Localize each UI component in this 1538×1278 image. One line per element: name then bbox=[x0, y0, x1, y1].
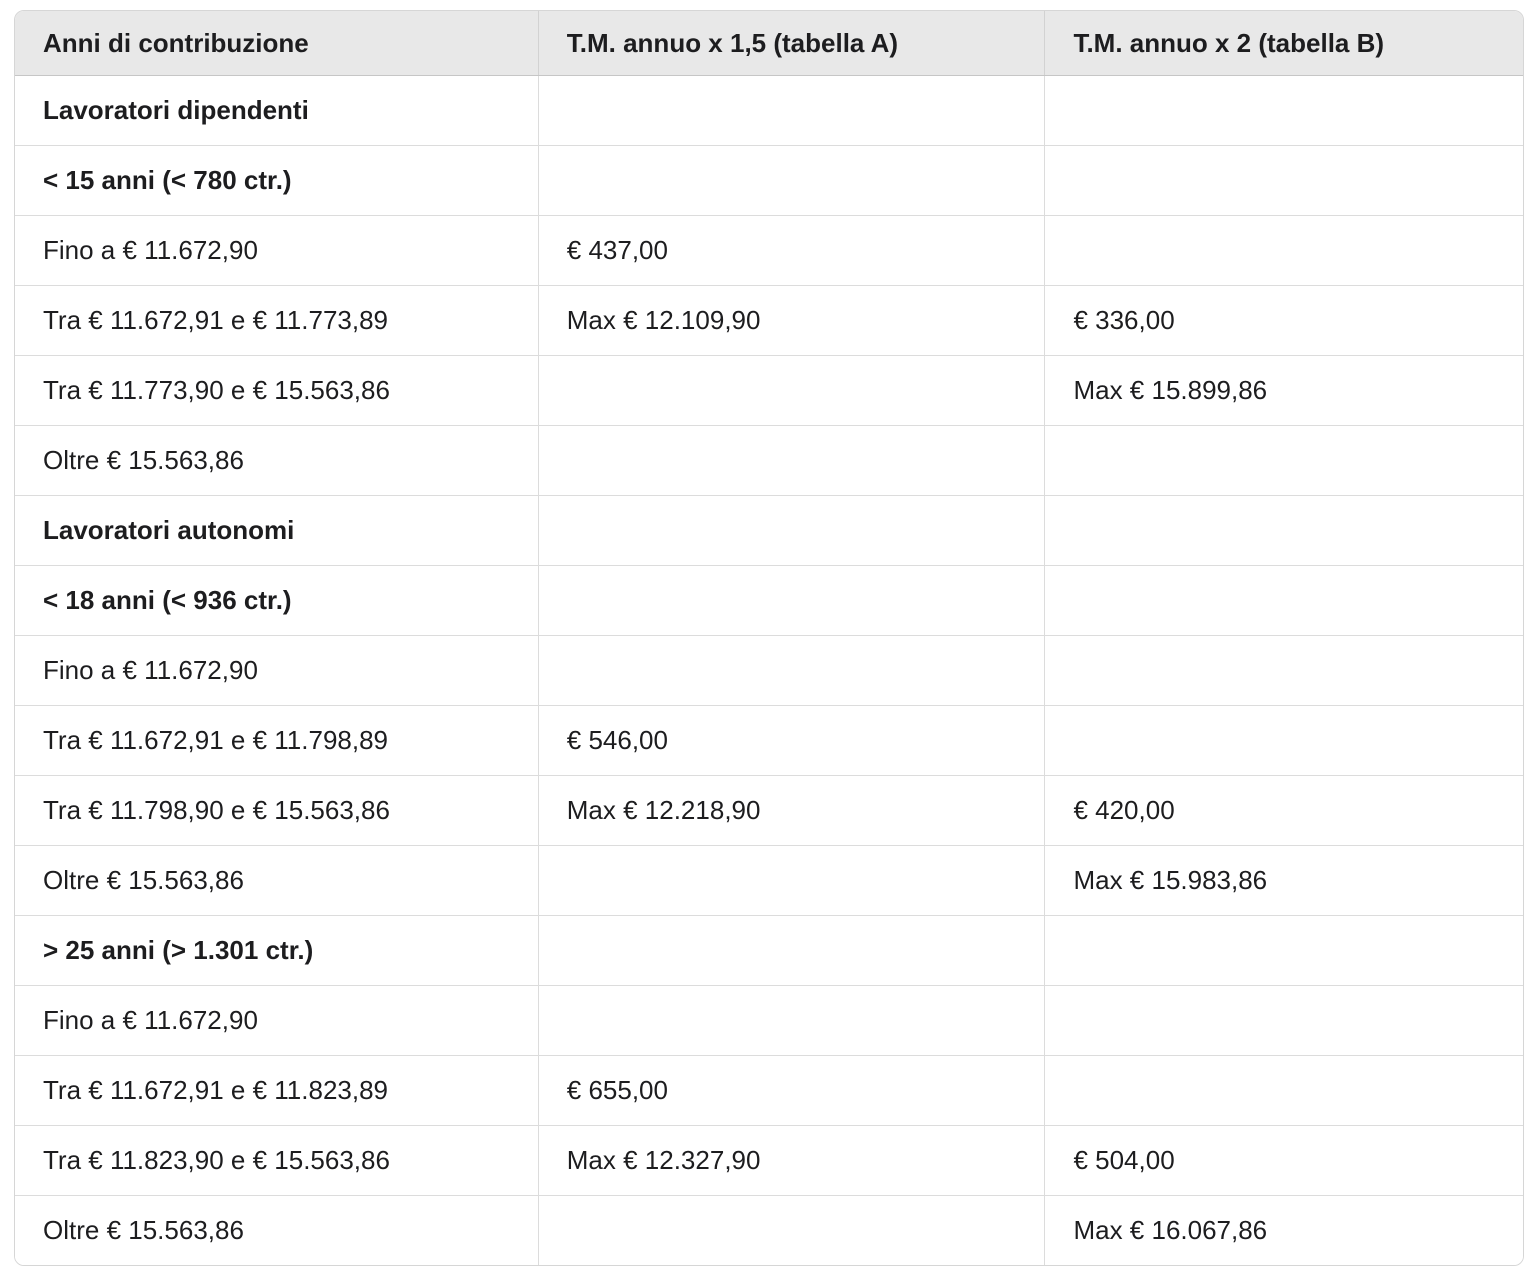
table-header: Anni di contribuzione T.M. annuo x 1,5 (… bbox=[15, 11, 1523, 76]
table-cell: Max € 16.067,86 bbox=[1044, 1195, 1523, 1265]
table-row: Tra € 11.773,90 e € 15.563,86 Max € 15.89… bbox=[15, 355, 1523, 426]
table-cell: Tra € 11.672,91 e € 11.798,89 bbox=[15, 705, 539, 776]
table-cell: Max € 12.327,90 bbox=[537, 1125, 1045, 1196]
column-header-tm-annuo-x15-tabella-a: T.M. annuo x 1,5 (tabella A) bbox=[537, 11, 1045, 76]
table-cell: € 336,00 bbox=[1044, 285, 1523, 356]
table-cell: € 420,00 bbox=[1044, 775, 1523, 846]
table-cell bbox=[1044, 635, 1523, 706]
table-cell: Tra € 11.672,91 e € 11.823,89 bbox=[15, 1055, 539, 1126]
table-cell bbox=[537, 915, 1045, 986]
table-row: Tra € 11.672,91 e € 11.798,89 € 546,00 bbox=[15, 705, 1523, 776]
table-row: Lavoratori dipendenti bbox=[15, 75, 1523, 146]
table-cell: Max € 12.218,90 bbox=[537, 775, 1045, 846]
table-cell: € 546,00 bbox=[537, 705, 1045, 776]
table-cell: € 655,00 bbox=[537, 1055, 1045, 1126]
table-cell: Oltre € 15.563,86 bbox=[15, 1195, 539, 1265]
table-cell: Fino a € 11.672,90 bbox=[15, 635, 539, 706]
table-cell bbox=[537, 355, 1045, 426]
table-row: Tra € 11.672,91 e € 11.823,89 € 655,00 bbox=[15, 1055, 1523, 1126]
table-cell bbox=[537, 495, 1045, 566]
table-cell: € 437,00 bbox=[537, 215, 1045, 286]
table-cell bbox=[537, 845, 1045, 916]
contribution-table: Anni di contribuzione T.M. annuo x 1,5 (… bbox=[15, 11, 1523, 1265]
table-cell bbox=[537, 425, 1045, 496]
table-row: > 25 anni (> 1.301 ctr.) bbox=[15, 915, 1523, 986]
table-body: Lavoratori dipendenti < 15 anni (< 780 ct… bbox=[15, 75, 1523, 1265]
table-cell bbox=[1044, 985, 1523, 1056]
table-row: Tra € 11.672,91 e € 11.773,89 Max € 12.10… bbox=[15, 285, 1523, 356]
table-row: Oltre € 15.563,86 Max € 16.067,86 bbox=[15, 1195, 1523, 1265]
table-cell bbox=[1044, 495, 1523, 566]
table-cell: € 504,00 bbox=[1044, 1125, 1523, 1196]
table-cell bbox=[1044, 565, 1523, 636]
table-row: Fino a € 11.672,90 € 437,00 bbox=[15, 215, 1523, 286]
table-cell: Max € 15.983,86 bbox=[1044, 845, 1523, 916]
table-cell bbox=[1044, 215, 1523, 286]
table-cell: Lavoratori dipendenti bbox=[15, 75, 539, 146]
table-cell: Max € 12.109,90 bbox=[537, 285, 1045, 356]
table-cell bbox=[1044, 75, 1523, 146]
table-cell: Oltre € 15.563,86 bbox=[15, 425, 539, 496]
table-cell: Lavoratori autonomi bbox=[15, 495, 539, 566]
table-cell: < 15 anni (< 780 ctr.) bbox=[15, 145, 539, 216]
table-cell: > 25 anni (> 1.301 ctr.) bbox=[15, 915, 539, 986]
table-cell: Max € 15.899,86 bbox=[1044, 355, 1523, 426]
table-cell bbox=[537, 1195, 1045, 1265]
table-cell: Tra € 11.672,91 e € 11.773,89 bbox=[15, 285, 539, 356]
contribution-table-container: Anni di contribuzione T.M. annuo x 1,5 (… bbox=[14, 10, 1524, 1266]
table-cell bbox=[537, 145, 1045, 216]
table-cell: Fino a € 11.672,90 bbox=[15, 985, 539, 1056]
table-cell bbox=[537, 75, 1045, 146]
table-row: Tra € 11.823,90 e € 15.563,86 Max € 12.32… bbox=[15, 1125, 1523, 1196]
table-cell bbox=[1044, 705, 1523, 776]
table-row: Fino a € 11.672,90 bbox=[15, 985, 1523, 1056]
table-cell bbox=[537, 565, 1045, 636]
table-cell bbox=[537, 985, 1045, 1056]
table-cell: Oltre € 15.563,86 bbox=[15, 845, 539, 916]
table-cell bbox=[1044, 1055, 1523, 1126]
table-cell: Tra € 11.773,90 e € 15.563,86 bbox=[15, 355, 539, 426]
table-row: < 18 anni (< 936 ctr.) bbox=[15, 565, 1523, 636]
table-cell bbox=[1044, 915, 1523, 986]
table-row: Oltre € 15.563,86 bbox=[15, 425, 1523, 496]
table-row: Oltre € 15.563,86 Max € 15.983,86 bbox=[15, 845, 1523, 916]
table-cell: Fino a € 11.672,90 bbox=[15, 215, 539, 286]
column-header-tm-annuo-x2-tabella-b: T.M. annuo x 2 (tabella B) bbox=[1044, 11, 1523, 76]
table-cell: Tra € 11.823,90 e € 15.563,86 bbox=[15, 1125, 539, 1196]
table-row: Fino a € 11.672,90 bbox=[15, 635, 1523, 706]
table-row: Lavoratori autonomi bbox=[15, 495, 1523, 566]
table-row: Tra € 11.798,90 e € 15.563,86 Max € 12.21… bbox=[15, 775, 1523, 846]
column-header-anni-di-contribuzione: Anni di contribuzione bbox=[15, 11, 539, 76]
table-cell: < 18 anni (< 936 ctr.) bbox=[15, 565, 539, 636]
table-cell: Tra € 11.798,90 e € 15.563,86 bbox=[15, 775, 539, 846]
header-row: Anni di contribuzione T.M. annuo x 1,5 (… bbox=[15, 11, 1523, 76]
table-row: < 15 anni (< 780 ctr.) bbox=[15, 145, 1523, 216]
table-cell bbox=[1044, 425, 1523, 496]
table-cell bbox=[1044, 145, 1523, 216]
table-cell bbox=[537, 635, 1045, 706]
